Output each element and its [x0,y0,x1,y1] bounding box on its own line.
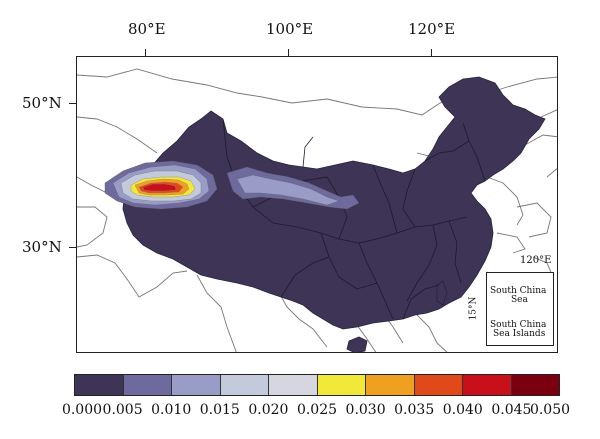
hainan-island [346,336,368,352]
colorbar-label: 0.035 [394,402,435,418]
concentration-plume [104,160,360,210]
colorbar-segment [511,375,559,395]
colorbar-segment [123,375,172,395]
colorbar-label: 0.040 [442,402,483,418]
tick-50n [69,103,76,104]
taiwan-island [436,280,448,306]
inset-islands-label-line2: Sea Islands [493,329,546,339]
tick-120e [431,49,432,56]
lat-label-30n: 30°N [22,238,62,256]
colorbar-segment [463,375,512,395]
colorbar-label: 0.015 [199,402,240,418]
tick-30n [69,247,76,248]
colorbar-label: 0.005 [102,402,143,418]
inset-sea-label-line1: South China [490,286,547,296]
colorbar-segment [269,375,318,395]
lat-label-50n: 50°N [22,94,62,112]
province-borders [222,118,486,320]
map-frame [76,56,558,353]
south-china-sea-inset: South China Sea South China Sea Islands [486,272,554,346]
colorbar-segment [366,375,415,395]
tick-80e [145,49,146,56]
lon-label-80e: 80°E [128,20,166,38]
colorbar-segment [220,375,269,395]
colorbar-label: 0.020 [248,402,289,418]
colorbar-label: 0.050 [529,402,571,418]
colorbar [74,374,560,396]
colorbar-label: 0.000 [61,402,103,418]
lon-label-120e: 120°E [408,20,456,38]
colorbar-label: 0.025 [296,402,338,418]
inset-sea-label-line2: Sea [511,295,528,305]
tick-100e [288,49,289,56]
colorbar-label: 0.010 [151,402,192,418]
colorbar-label: 0.030 [345,402,386,418]
lon-label-100e: 100°E [266,20,314,38]
inset-lat-label: 15°N [468,296,479,321]
inset-lon-label: 120°E [520,255,552,266]
colorbar-segment [317,375,366,395]
colorbar-segment [75,375,124,395]
colorbar-segment [172,375,221,395]
colorbar-segment [414,375,463,395]
inset-islands-label-line1: South China [490,320,547,330]
colorbar-label: 0.045 [491,402,532,418]
